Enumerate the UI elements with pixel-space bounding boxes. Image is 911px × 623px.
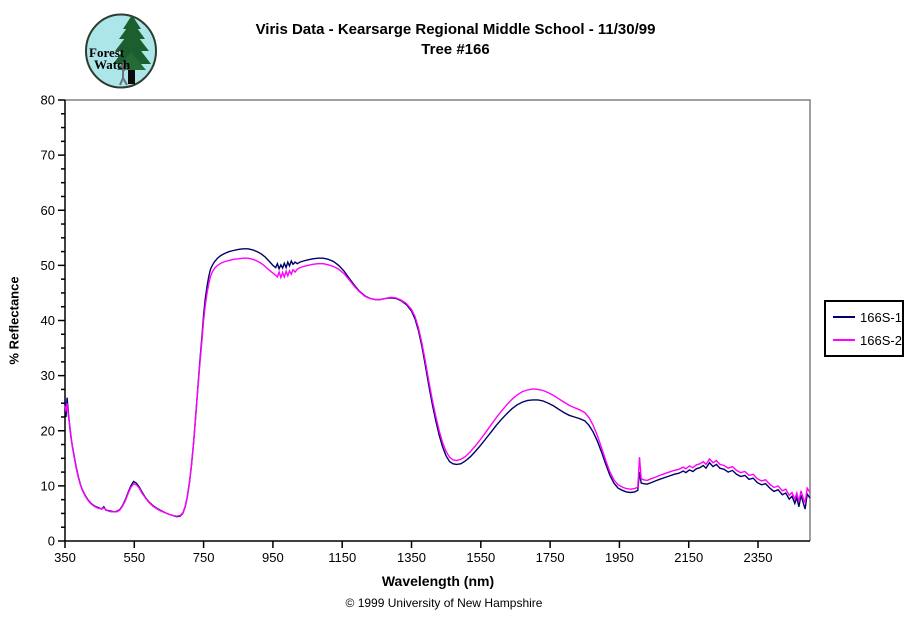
y-tick-label: 50 [41, 258, 55, 273]
chart-title-line1: Viris Data - Kearsarge Regional Middle S… [255, 21, 656, 38]
logo-text-line2: Watch [94, 57, 131, 72]
legend-item-166s-2: 166S-2 [833, 333, 902, 348]
y-tick-label: 70 [41, 148, 55, 163]
x-tick-label: 1150 [328, 550, 356, 565]
x-tick-label: 1750 [536, 550, 565, 565]
chart-title-block: Viris Data - Kearsarge Regional Middle S… [0, 20, 911, 60]
logo-text-line1: Forest [89, 45, 125, 60]
y-tick-label: 60 [41, 203, 55, 218]
x-tick-label: 350 [54, 550, 76, 565]
x-tick-label: 1950 [605, 550, 634, 565]
x-tick-label: 950 [262, 550, 284, 565]
chart-title-line2: Tree #166 [421, 41, 490, 58]
series-line-166S-2 [64, 257, 811, 517]
person-figure-icon [119, 62, 129, 86]
y-tick-label: 10 [41, 478, 55, 493]
forest-watch-logo-icon: Forest Watch [85, 13, 157, 89]
copyright-text: © 1999 University of New Hampshire [345, 596, 543, 610]
y-tick-label: 40 [41, 313, 55, 328]
y-axis-label: % Reflectance [6, 276, 22, 365]
legend-line-swatch-series1 [833, 316, 855, 318]
x-tick-label: 2150 [674, 550, 703, 565]
x-tick-label: 750 [193, 550, 215, 565]
plot-border [65, 99, 811, 541]
x-tick-label: 1550 [466, 550, 495, 565]
forest-watch-logo: Forest Watch [84, 12, 158, 90]
x-axis-label: Wavelength (nm) [381, 573, 495, 589]
legend-label-series1: 166S-1 [860, 309, 902, 325]
series-line-166S-1 [64, 248, 811, 518]
x-tick-label: 1350 [397, 550, 426, 565]
y-tick-label: 30 [41, 368, 55, 383]
axes-lines [64, 100, 810, 542]
y-tick-label: 0 [48, 534, 55, 549]
x-tick-label: 2350 [744, 550, 773, 565]
x-tick-label: 550 [123, 550, 145, 565]
legend-item-166s-1: 166S-1 [833, 310, 902, 325]
legend: 166S-1 166S-2 [824, 300, 904, 357]
legend-label-series2: 166S-2 [860, 332, 902, 348]
y-tick-label: 80 [41, 93, 55, 108]
y-tick-label: 20 [41, 423, 55, 438]
legend-line-swatch-series2 [833, 339, 855, 341]
pine-tree-icon [113, 15, 151, 84]
